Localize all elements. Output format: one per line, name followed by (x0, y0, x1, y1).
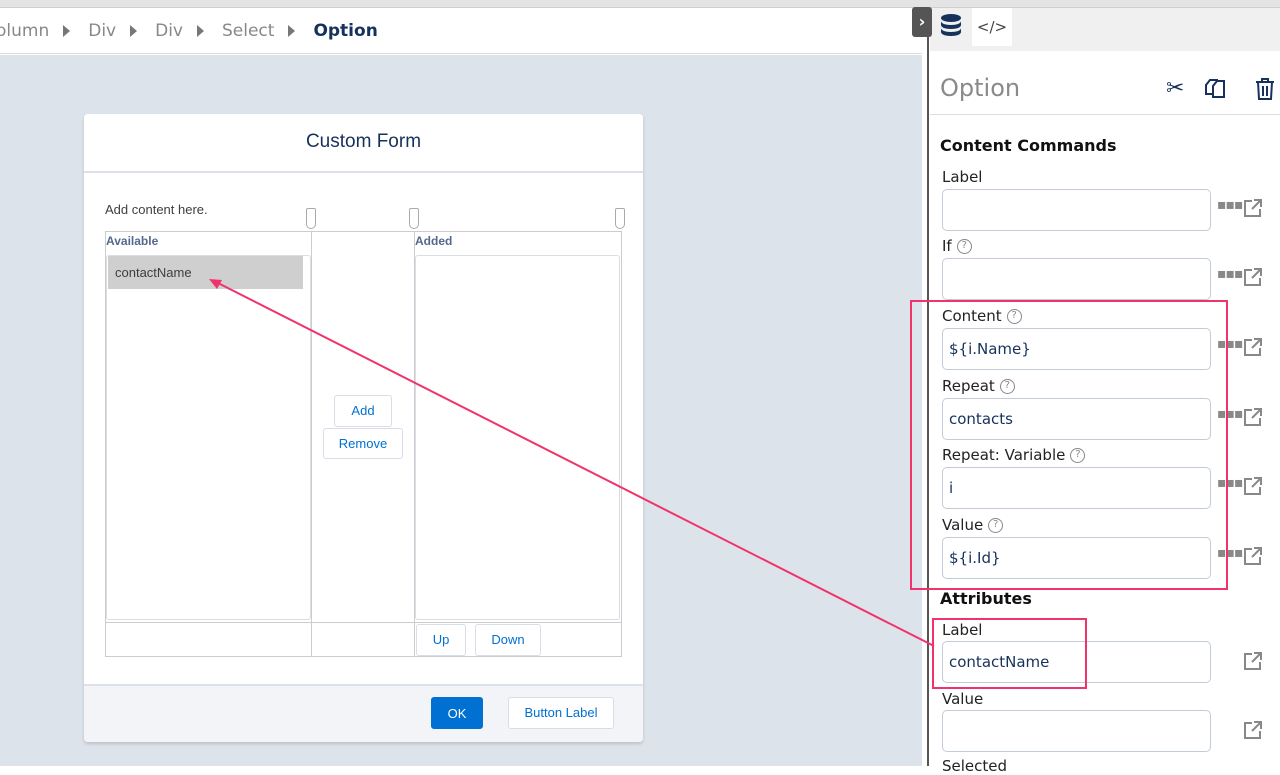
divider (311, 231, 312, 656)
breadcrumb-current: Option (313, 20, 378, 41)
help-icon[interactable]: ? (999, 378, 1015, 394)
field-label: Value? (942, 516, 1004, 534)
dual-listbox (105, 231, 622, 657)
more-options-icon[interactable]: ▪▪▪ (1217, 545, 1243, 561)
highlight-box (910, 300, 1228, 590)
panel-separator[interactable] (927, 36, 929, 766)
highlight-box (932, 618, 1087, 689)
attr-value-input[interactable] (942, 710, 1211, 752)
field-label: Repeat? (942, 377, 1015, 395)
field-label: Label (942, 168, 982, 186)
field-label: Content? (942, 307, 1022, 325)
help-icon[interactable]: ? (1070, 447, 1086, 463)
panel-title: Option (940, 74, 1021, 102)
add-button[interactable]: Add (334, 395, 392, 427)
form-title: Custom Form (84, 114, 643, 173)
breadcrumb-item[interactable]: olumn (0, 20, 50, 41)
divider (105, 622, 622, 623)
database-icon[interactable] (938, 12, 964, 40)
cut-scissors-icon[interactable]: ✂ (1166, 76, 1185, 101)
code-icon[interactable]: </> (972, 8, 1012, 46)
field-label-text: Content (942, 307, 1002, 325)
more-options-icon[interactable]: ▪▪▪ (1217, 197, 1243, 213)
available-header: Available (106, 234, 159, 248)
breadcrumb-item[interactable]: Select (221, 20, 275, 41)
attr-value-label: Value (942, 690, 984, 708)
field-label-text: Value (942, 516, 984, 534)
collapse-panel-chevron-icon[interactable]: › (912, 7, 932, 37)
caret-right-icon (196, 24, 204, 37)
breadcrumb-item[interactable]: Div (155, 20, 183, 41)
caret-right-icon (288, 24, 296, 37)
top-strip (0, 0, 1280, 8)
attr-label-input[interactable] (942, 641, 1211, 683)
attr-label-label: Label (942, 621, 983, 639)
added-header: Added (415, 234, 453, 248)
field-label-text: Repeat: Variable (942, 446, 1066, 464)
external-link-icon[interactable] (1243, 267, 1263, 291)
field-label: If? (942, 237, 972, 255)
field-label-text: Repeat (942, 377, 995, 395)
content-commands-heading: Content Commands (940, 136, 1117, 155)
more-options-icon[interactable]: ▪▪▪ (1217, 475, 1243, 491)
button-label-button[interactable]: Button Label (508, 697, 614, 729)
help-icon[interactable]: ? (1006, 308, 1022, 324)
list-item[interactable]: contactName (108, 256, 303, 289)
external-link-icon[interactable] (1243, 720, 1263, 744)
column-resize-handle[interactable] (409, 208, 419, 229)
field-label-text: If (942, 237, 952, 255)
attributes-heading: Attributes (940, 589, 1032, 608)
form-hint: Add content here. (105, 202, 208, 217)
external-link-icon[interactable] (1243, 198, 1263, 222)
trash-icon[interactable] (1255, 78, 1275, 104)
added-list[interactable] (415, 255, 620, 620)
help-icon[interactable]: ? (988, 517, 1004, 533)
external-link-icon[interactable] (1243, 407, 1263, 431)
remove-button[interactable]: Remove (323, 428, 403, 459)
ok-button[interactable]: OK (431, 697, 483, 729)
field-label: Repeat: Variable? (942, 446, 1086, 464)
breadcrumb: olumn Div Div Select Option (0, 8, 922, 54)
more-options-icon[interactable]: ▪▪▪ (1217, 266, 1243, 282)
field-input[interactable]: i (942, 467, 1211, 509)
column-resize-handle[interactable] (615, 208, 625, 229)
properties-panel (929, 8, 1280, 766)
up-button[interactable]: Up (416, 624, 466, 656)
divider (930, 114, 1280, 115)
caret-right-icon (130, 24, 138, 37)
external-link-icon[interactable] (1243, 476, 1263, 500)
more-options-icon[interactable]: ▪▪▪ (1217, 406, 1243, 422)
external-link-icon[interactable] (1243, 546, 1263, 570)
caret-right-icon (63, 24, 71, 37)
divider (414, 231, 415, 656)
field-input[interactable]: ${i.Id} (942, 537, 1211, 579)
field-input[interactable] (942, 189, 1211, 231)
down-button[interactable]: Down (475, 624, 541, 656)
field-input[interactable]: contacts (942, 398, 1211, 440)
available-list[interactable] (106, 255, 311, 620)
field-input[interactable]: ${i.Name} (942, 328, 1211, 370)
field-label-text: Label (942, 168, 983, 186)
external-link-icon[interactable] (1243, 651, 1263, 675)
help-icon[interactable]: ? (956, 238, 972, 254)
breadcrumb-item[interactable]: Div (88, 20, 117, 41)
field-input[interactable] (942, 258, 1211, 300)
column-resize-handle[interactable] (306, 208, 316, 229)
external-link-icon[interactable] (1243, 337, 1263, 361)
more-options-icon[interactable]: ▪▪▪ (1217, 336, 1243, 352)
copy-icon[interactable] (1203, 77, 1227, 105)
